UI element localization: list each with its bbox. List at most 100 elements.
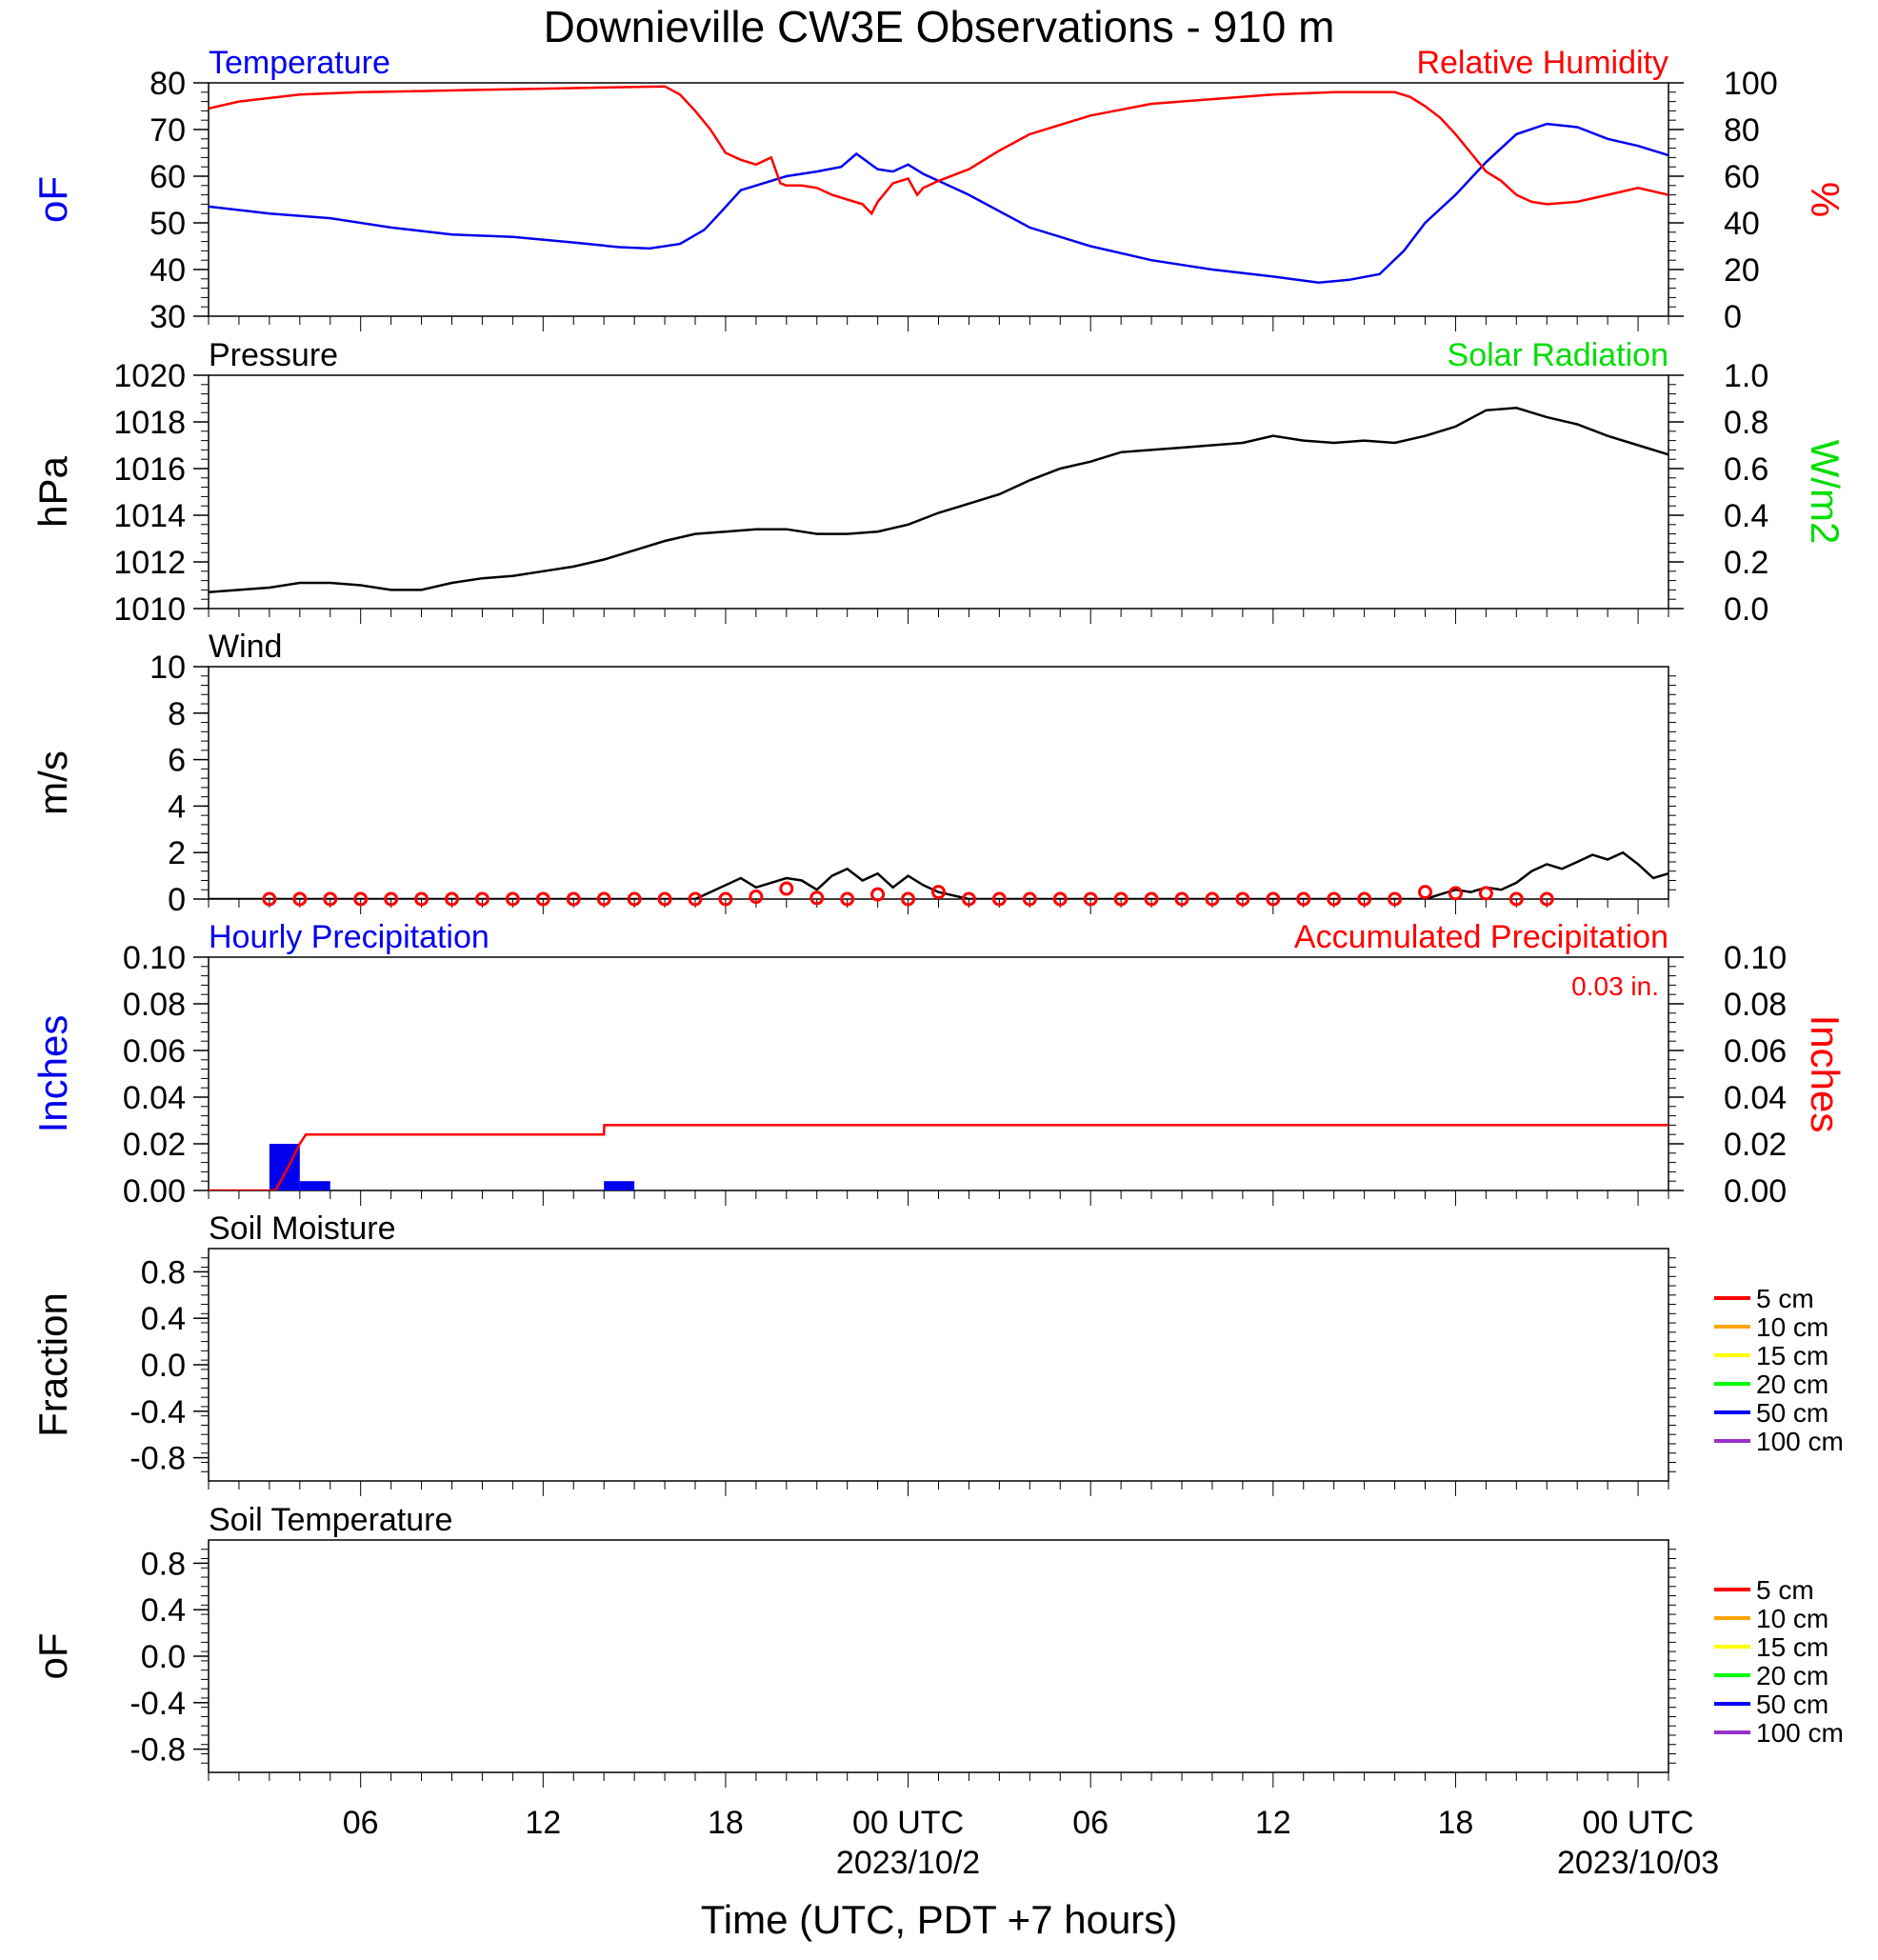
wind-marker [1205, 891, 1220, 907]
wind-marker [1478, 886, 1493, 901]
panel-title-right: Solar Radiation [1448, 337, 1668, 373]
series-line-pressure [209, 407, 1668, 594]
legend-label: 15 cm [1756, 1341, 1828, 1370]
legend-label: 20 cm [1756, 1661, 1828, 1690]
y-tick-label-left: -0.8 [130, 1441, 186, 1477]
y-tick-label-right: 0.10 [1724, 940, 1787, 976]
legend-label: 100 cm [1756, 1718, 1844, 1748]
precip-bar [604, 1181, 635, 1190]
y-axis-label-left: m/s [30, 750, 75, 815]
y-tick-label-left: 0.4 [141, 1592, 186, 1629]
wind-marker [596, 891, 611, 907]
y-tick-label-left: 0.00 [123, 1173, 186, 1210]
plot-frame [208, 374, 1669, 610]
y-axis-label-left: hPa [30, 455, 75, 527]
wind-marker [1113, 891, 1129, 907]
panel-title-right: Relative Humidity [1416, 45, 1668, 81]
wind-marker [384, 891, 399, 907]
y-tick-label-right: 100 [1724, 66, 1778, 102]
wind-marker [1022, 891, 1037, 907]
wind-marker [749, 890, 764, 905]
y-tick-label-left: 8 [168, 696, 186, 732]
legend-label: 50 cm [1756, 1690, 1828, 1719]
wind-marker [657, 891, 672, 907]
wind-marker [1174, 891, 1189, 907]
y-tick-label-left: 4 [168, 789, 186, 825]
wind-marker [840, 891, 855, 907]
wind-marker [535, 891, 550, 907]
wind-marker [779, 881, 794, 896]
x-tick-label: 06 [343, 1805, 379, 1841]
wind-marker [1448, 886, 1463, 901]
wind-marker [718, 891, 733, 907]
y-tick-label-left: 0.0 [141, 1348, 186, 1384]
wind-marker [961, 891, 976, 907]
wind-marker [870, 887, 886, 902]
x-tick-label: 00 UTC [852, 1805, 964, 1841]
panel-title-left: Temperature [209, 45, 390, 81]
wind-marker [353, 891, 369, 907]
y-tick-label-left: 0 [168, 882, 186, 918]
y-tick-label-left: 1010 [113, 591, 186, 628]
y-axis-label-right: % [1803, 182, 1848, 217]
y-axis-label-left: oF [30, 176, 75, 223]
y-tick-label-right: 20 [1724, 252, 1760, 289]
legend-label: 5 cm [1756, 1284, 1814, 1313]
y-tick-label-right: 0.6 [1724, 451, 1768, 488]
series-line-accumulated-precipitation [209, 1124, 1668, 1190]
y-tick-label-right: 0.02 [1724, 1127, 1787, 1163]
y-tick-label-left: 0.04 [123, 1080, 186, 1116]
y-tick-label-left: 0.06 [123, 1033, 186, 1070]
legend-label: 20 cm [1756, 1370, 1828, 1399]
y-tick-label-left: 10 [150, 650, 186, 686]
wind-marker [323, 891, 338, 907]
y-tick-label-left: 1016 [113, 451, 186, 488]
wind-marker [1357, 891, 1372, 907]
y-tick-label-left: -0.8 [130, 1732, 186, 1769]
y-tick-label-right: 0.08 [1724, 987, 1787, 1023]
wind-marker [1144, 891, 1159, 907]
wind-marker [505, 891, 520, 907]
y-tick-label-right: 0 [1724, 299, 1742, 335]
panel-title-right: Accumulated Precipitation [1294, 919, 1668, 955]
wind-marker [1418, 885, 1432, 900]
y-tick-label-left: 1012 [113, 545, 186, 581]
series-line-relative-humidity [209, 85, 1668, 216]
series-line-wind [209, 850, 1668, 899]
accumulation-annotation: 0.03 in. [1571, 971, 1659, 1001]
wind-marker [931, 885, 946, 900]
panel-precip: 0.00 0.02 0.04 0.06 0.08 0.10 0.00 0.02 0.04 0.06… [30, 919, 1848, 1210]
y-tick-label-left: 0.8 [141, 1546, 186, 1582]
legend-label: 100 cm [1756, 1427, 1844, 1456]
y-axis-label-right: W/m2 [1803, 440, 1848, 545]
y-axis-label-left: Inches [30, 1015, 75, 1133]
chart-title: Downieville CW3E Observations - 910 m [544, 2, 1335, 51]
legend-label: 10 cm [1756, 1312, 1828, 1342]
y-tick-label-left: 30 [150, 299, 186, 335]
y-tick-label-right: 0.2 [1724, 545, 1768, 581]
wind-marker [627, 891, 642, 907]
plot-frame [208, 666, 1669, 900]
x-tick-label: 18 [1438, 1805, 1474, 1841]
plot-frame [208, 956, 1669, 1191]
y-tick-label-left: 0.08 [123, 987, 186, 1023]
wind-marker [1388, 891, 1403, 907]
wind-marker [809, 890, 825, 906]
legend-label: 50 cm [1756, 1398, 1828, 1428]
x-tick-label: 00 UTC [1582, 1805, 1693, 1841]
panel-title-left: Soil Moisture [209, 1210, 396, 1247]
panel-title-left: Wind [209, 629, 282, 665]
precip-bar [299, 1181, 330, 1190]
y-tick-label-left: 60 [150, 159, 186, 195]
wind-marker [566, 891, 581, 907]
y-tick-label-right: 1.0 [1724, 358, 1768, 394]
wind-marker [901, 891, 916, 907]
y-tick-label-right: 60 [1724, 159, 1760, 195]
wind-marker [991, 891, 1007, 907]
panel-wind: 0 2 4 6 8 10 Wind m/s [30, 629, 1676, 918]
y-tick-label-left: 6 [168, 743, 186, 779]
y-tick-label-left: 50 [150, 206, 186, 242]
